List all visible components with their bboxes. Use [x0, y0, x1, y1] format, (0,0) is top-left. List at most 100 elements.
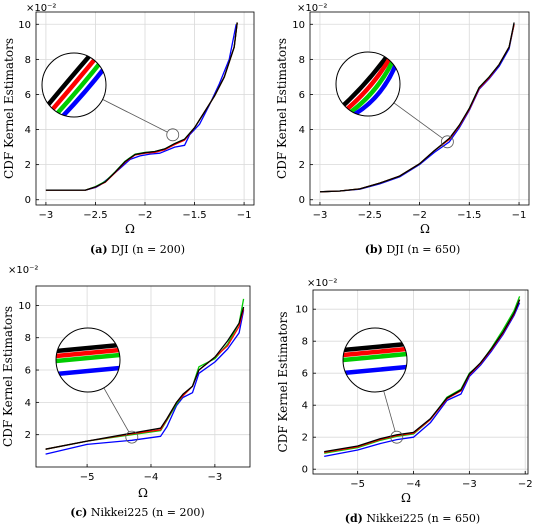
y-tick-label: 6: [25, 366, 31, 377]
inset-border: [335, 51, 401, 117]
series-line-0: [324, 302, 521, 458]
inset-band-2: [56, 352, 120, 364]
caption-panel-c: (c) Nikkei225 (n = 200): [0, 506, 275, 519]
x-tick-label: −5: [350, 479, 365, 490]
x-tick-label: −1: [512, 210, 527, 221]
x-tick-label: −4: [406, 479, 421, 490]
caption-text: Nikkei225 (n = 200): [90, 506, 205, 519]
y-tick-label: 8: [25, 333, 31, 344]
y-tick-label: 6: [302, 369, 308, 380]
inset-band-3: [56, 365, 120, 377]
series-line-3: [324, 299, 521, 453]
y-tick-label: 4: [25, 398, 31, 409]
x-tick-label: −2: [412, 210, 427, 221]
series-line-1: [324, 296, 521, 454]
y-tick-label: 0: [299, 195, 305, 206]
y-tick-label: 2: [302, 433, 308, 444]
series-line-3: [45, 306, 245, 450]
x-tick-label: −3: [462, 479, 477, 490]
caption-text: Nikkei225 (n = 650): [366, 512, 481, 525]
caption-label: (a): [90, 243, 108, 256]
caption-panel-a: (a) DJI (n = 200): [0, 243, 275, 256]
y-tick-label: 0: [25, 195, 31, 206]
inset-band-1: [56, 347, 120, 359]
y-tick-label: 10: [295, 305, 308, 316]
y-tick-label: 8: [302, 337, 308, 348]
x-tick-label: −4: [144, 472, 159, 483]
inset-band-2: [343, 351, 407, 363]
plot-frame: [312, 289, 529, 475]
y-tick-label: 10: [18, 20, 31, 31]
series-line-0: [45, 310, 245, 455]
inset-band-0: [56, 342, 120, 354]
y-axis-label: CDF Kernel Estimators: [2, 38, 16, 179]
inset-band-1: [343, 346, 407, 358]
y-axis-label: CDF Kernel Estimators: [275, 38, 289, 179]
y-tick-label: 2: [25, 160, 31, 171]
x-tick-label: −1: [237, 210, 252, 221]
inset-border: [55, 327, 121, 393]
chart-panel-b: −3 −2.5 −2 −1.5 −1 0 2 4 6 8 10 ×10⁻² Ω CDF Kernel Es…: [275, 3, 530, 236]
caption-panel-d: (d) Nikkei225 (n = 650): [275, 512, 550, 525]
x-tick-label: −1.5: [457, 210, 481, 221]
zoom-marker: [125, 430, 139, 444]
y-tick-label: 8: [25, 55, 31, 66]
x-tick-label: −3: [39, 210, 54, 221]
y-tick-label: 6: [25, 90, 31, 101]
x-tick-label: −3: [207, 472, 222, 483]
x-axis-label: Ω: [125, 222, 135, 236]
y-tick-label: 4: [299, 125, 305, 136]
x-axis-label: Ω: [401, 491, 411, 505]
zoom-marker: [166, 128, 180, 142]
caption-panel-b: (b) DJI (n = 650): [275, 243, 550, 256]
y-tick-label: 8: [299, 55, 305, 66]
chart-panel-d: −5 −4 −3 −2 0 2 4 6 8 10 ×10⁻² Ω CDF Kernel Estimato…: [276, 278, 533, 505]
zoom-marker: [440, 135, 454, 149]
inset-zoom: [343, 341, 407, 376]
y-tick-label: 4: [302, 401, 308, 412]
x-tick-label: −2: [518, 479, 533, 490]
y-tick-label: 2: [299, 160, 305, 171]
y-axis-label: CDF Kernel Estimators: [276, 312, 290, 453]
zoom-marker: [390, 430, 404, 444]
axis-scale-label: ×10⁻²: [307, 278, 337, 289]
caption-text: DJI (n = 650): [386, 243, 461, 256]
plot-frame: [35, 285, 251, 468]
y-tick-label: 4: [25, 125, 31, 136]
inset-band-3: [343, 364, 407, 376]
x-tick-label: −2: [138, 210, 153, 221]
y-tick-label: 2: [25, 430, 31, 441]
x-tick-label: −1.5: [182, 210, 206, 221]
x-axis-label: Ω: [138, 486, 148, 500]
y-tick-label: 6: [299, 90, 305, 101]
zoom-connector: [393, 102, 443, 139]
x-tick-label: −3: [313, 210, 328, 221]
caption-text: DJI (n = 200): [111, 243, 185, 256]
y-tick-label: 10: [292, 20, 305, 31]
zoom-connector: [383, 390, 396, 432]
series-line-3: [319, 22, 515, 193]
inset-band-3: [60, 53, 106, 117]
x-tick-label: −2.5: [358, 210, 382, 221]
caption-label: (b): [364, 243, 383, 256]
caption-label: (d): [344, 512, 363, 525]
series-line-3: [45, 22, 238, 191]
axis-scale-label: ×10⁻²: [297, 3, 327, 14]
x-axis-label: Ω: [420, 222, 430, 236]
y-axis-label: CDF Kernel Estimators: [1, 306, 15, 447]
zoom-connector: [102, 99, 168, 133]
axis-scale-label: ×10⁻²: [26, 3, 56, 14]
chart-panel-a: −3 −2.5 −2 −1.5 −1 0 2 4 6 8 10 ×10⁻² Ω CDF Kernel Es…: [2, 3, 255, 236]
chart-panel-c: −5 −4 −3 2 4 6 8 10 ×10⁻² Ω CDF Kernel Estimators: [1, 265, 251, 500]
inset-border: [342, 327, 408, 393]
y-tick-label: 10: [18, 301, 31, 312]
inset-border: [41, 52, 107, 118]
caption-label: (c): [70, 506, 88, 519]
zoom-connector: [103, 387, 130, 433]
x-tick-label: −5: [80, 472, 95, 483]
inset-band-0: [343, 341, 407, 353]
inset-zoom: [56, 342, 120, 377]
y-tick-label: 0: [302, 465, 308, 476]
series-line-2: [45, 308, 245, 450]
